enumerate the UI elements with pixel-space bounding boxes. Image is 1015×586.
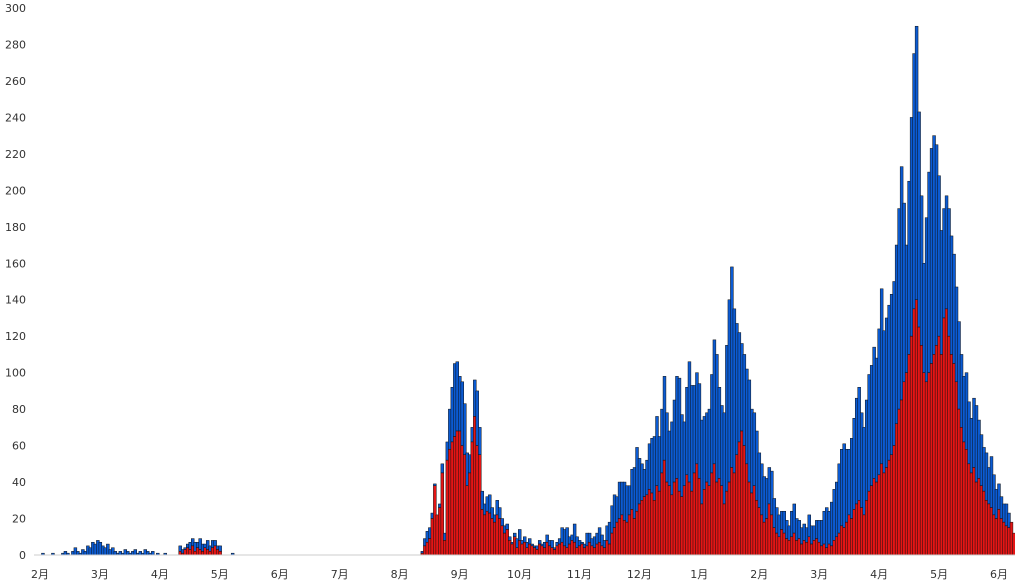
x-tick-label: 11月 bbox=[567, 568, 592, 581]
bar-upper bbox=[213, 540, 217, 547]
y-tick-label: 140 bbox=[5, 294, 26, 307]
x-tick-label: 2月 bbox=[31, 568, 49, 581]
y-tick-label: 260 bbox=[5, 75, 26, 88]
y-tick-label: 180 bbox=[5, 221, 26, 234]
y-tick-label: 160 bbox=[5, 257, 26, 270]
x-tick-label: 5月 bbox=[211, 568, 229, 581]
bar-upper bbox=[508, 536, 512, 541]
x-axis-labels: 2月 3月 4月 5月 6月 7月 8月 9月 10月 11月 12月 1月 2月 3月 4月 5月 6月 bbox=[31, 568, 1008, 581]
y-tick-label: 0 bbox=[19, 549, 26, 562]
bar-upper bbox=[433, 483, 437, 486]
bars bbox=[41, 25, 1015, 556]
bar-upper bbox=[478, 427, 482, 455]
bar-upper bbox=[463, 403, 467, 455]
bar-upper bbox=[537, 540, 542, 545]
x-tick-label: 4月 bbox=[870, 568, 888, 581]
y-tick-label: 60 bbox=[12, 440, 26, 453]
x-tick-label: 3月 bbox=[91, 568, 109, 581]
y-tick-label: 40 bbox=[12, 476, 26, 489]
x-tick-label: 9月 bbox=[451, 568, 469, 581]
y-tick-label: 240 bbox=[5, 111, 26, 124]
bar-lower bbox=[218, 551, 222, 556]
y-tick-label: 20 bbox=[12, 513, 26, 526]
x-tick-label: 12月 bbox=[627, 568, 652, 581]
x-tick-label: 10月 bbox=[507, 568, 532, 581]
y-tick-label: 100 bbox=[5, 367, 26, 380]
bar-upper bbox=[580, 541, 584, 545]
bar-upper bbox=[440, 463, 445, 474]
y-axis-labels: 0 20 40 60 80 100 120 140 160 180 200 220 240 260 280 3… bbox=[5, 2, 26, 562]
bar-upper bbox=[518, 529, 522, 541]
y-tick-label: 200 bbox=[5, 184, 26, 197]
bar-upper bbox=[498, 507, 502, 519]
bar-upper bbox=[527, 538, 532, 545]
y-tick-label: 280 bbox=[5, 38, 26, 51]
bar-upper bbox=[550, 540, 554, 548]
bar-upper bbox=[505, 523, 509, 530]
bar-upper bbox=[523, 536, 527, 543]
x-tick-label: 5月 bbox=[930, 568, 948, 581]
y-tick-label: 80 bbox=[12, 403, 26, 416]
x-tick-label: 8月 bbox=[391, 568, 409, 581]
y-tick-label: 120 bbox=[5, 330, 26, 343]
x-tick-label: 6月 bbox=[271, 568, 289, 581]
x-tick-label: 4月 bbox=[151, 568, 169, 581]
x-tick-label: 1月 bbox=[690, 568, 708, 581]
x-tick-label: 2月 bbox=[750, 568, 768, 581]
x-tick-label: 6月 bbox=[990, 568, 1008, 581]
y-tick-label: 300 bbox=[5, 2, 26, 15]
y-tick-label: 220 bbox=[5, 148, 26, 161]
bar-upper bbox=[500, 518, 504, 527]
bar-upper bbox=[530, 543, 534, 547]
bar-upper bbox=[218, 545, 222, 552]
bar-upper bbox=[513, 532, 517, 538]
bar-upper bbox=[151, 551, 155, 556]
x-tick-label: 7月 bbox=[331, 568, 349, 581]
x-tick-label: 3月 bbox=[810, 568, 828, 581]
